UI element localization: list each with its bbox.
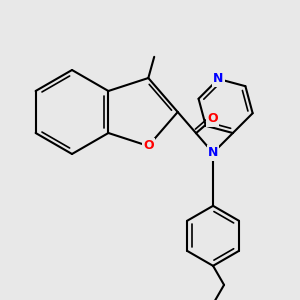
Text: N: N (213, 72, 224, 86)
Text: N: N (208, 146, 218, 159)
Text: O: O (143, 140, 154, 152)
Text: O: O (207, 112, 218, 125)
